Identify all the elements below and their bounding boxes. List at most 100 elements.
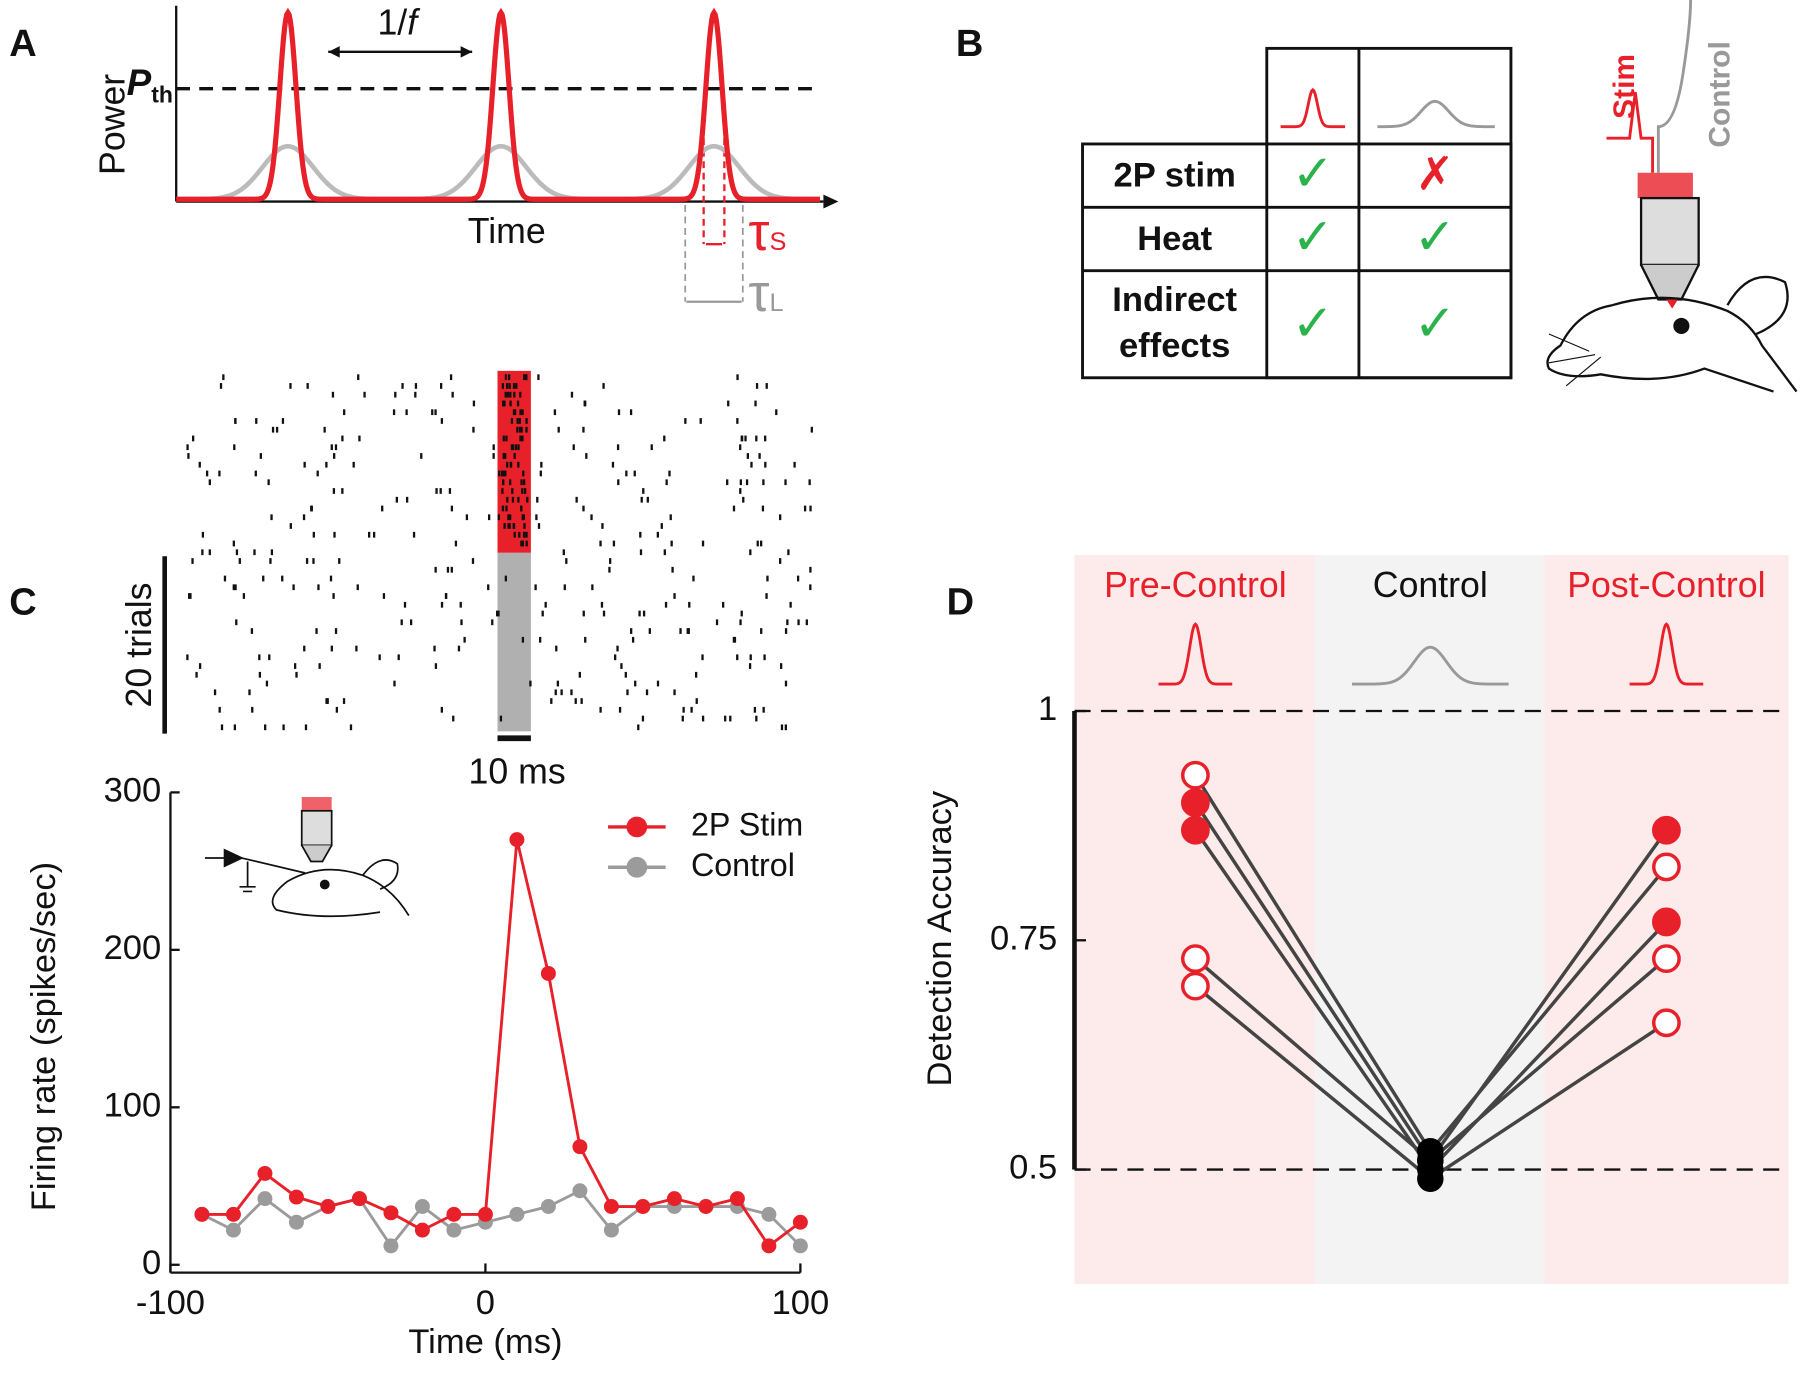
data-point	[509, 1206, 525, 1222]
mouse-head	[271, 868, 410, 918]
y-tick-label: 0.5	[1009, 1149, 1057, 1187]
y-tick-label: 0	[142, 1244, 161, 1282]
check: ✓	[1414, 294, 1456, 351]
data-point	[729, 1191, 745, 1207]
data-point	[540, 1199, 556, 1214]
data-point	[761, 1238, 777, 1254]
recording-illustration	[204, 796, 410, 918]
panel-label: D	[947, 582, 974, 624]
y-tick-label: 1	[1038, 690, 1057, 728]
mouse-eye	[1673, 317, 1690, 334]
y-tick-label: 0.75	[990, 919, 1057, 957]
data-point	[194, 1206, 210, 1222]
pulse-icon	[1377, 99, 1495, 129]
narrow-pulse-train	[176, 7, 820, 202]
objective	[300, 809, 333, 847]
electrode-wire	[239, 857, 306, 893]
x-tick-label: 100	[772, 1284, 830, 1322]
panel-label: C	[9, 582, 36, 624]
category-band	[1074, 555, 1316, 1285]
data-point	[792, 1214, 808, 1230]
mouse-ear	[362, 859, 399, 890]
data-point	[257, 1165, 273, 1181]
y-label: Detection Accuracy	[921, 790, 959, 1086]
data-point	[1180, 760, 1210, 790]
data-point	[477, 1206, 493, 1222]
objective-tip	[1640, 264, 1700, 301]
check: ✓	[1292, 145, 1334, 202]
panel-label: B	[956, 23, 983, 65]
electrode	[204, 848, 244, 868]
data-point	[414, 1199, 430, 1214]
laser	[301, 796, 332, 811]
data-point	[288, 1189, 304, 1205]
data-point	[666, 1191, 682, 1207]
data-point	[225, 1206, 241, 1222]
data-point	[509, 832, 525, 848]
tau-l-label: τL	[749, 264, 784, 323]
tau-s-label: τS	[749, 203, 787, 262]
threshold-subscript: th	[151, 82, 173, 108]
control-trace	[1656, 0, 1693, 173]
legend-label: 2P Stim	[691, 806, 803, 842]
stim-trace	[1606, 91, 1655, 173]
detection-chart: Pre-Control Control Post-Control 0.5 0.75 1 De…	[921, 555, 1789, 1285]
legend-marker	[626, 856, 648, 878]
data-point	[351, 1191, 367, 1207]
wide-pulse	[397, 143, 605, 202]
arrow-head	[823, 194, 839, 209]
x-tick-label: 0	[476, 1284, 495, 1322]
data-point	[320, 1199, 336, 1214]
y-label: Firing rate (spikes/sec)	[25, 862, 63, 1211]
data-point	[635, 1199, 651, 1214]
row-label: effects	[1119, 327, 1230, 365]
trials-label: 20 trials	[119, 582, 159, 707]
panel-b-table	[1081, 46, 1513, 380]
y-label: Power	[93, 74, 133, 175]
data-point	[1180, 815, 1210, 845]
legend-label: Control	[691, 847, 795, 883]
row-label: Indirect	[1112, 281, 1237, 319]
data-point	[1652, 815, 1681, 845]
row-label: Heat	[1137, 220, 1212, 258]
wide-pulse	[184, 143, 392, 202]
data-point	[1652, 907, 1681, 937]
objective-tip	[300, 844, 333, 863]
check: ✓	[1292, 208, 1334, 265]
microscope-illustration	[1546, 0, 1798, 393]
data-point	[603, 1199, 619, 1214]
y-tick-label: 300	[104, 772, 162, 810]
pulse-icon	[1158, 622, 1233, 686]
data-point	[257, 1191, 273, 1207]
x-label: Time	[468, 211, 546, 251]
data-point	[288, 1214, 304, 1230]
data-point	[446, 1222, 462, 1238]
panel-b-text: 2P stim Heat Indirect effects ✓ ✗ ✓ ✓ ✓ …	[1112, 41, 1736, 365]
data-point	[572, 1183, 588, 1199]
x-label: Time (ms)	[408, 1323, 562, 1361]
tau-subscript: S	[769, 228, 786, 256]
cross: ✗	[1416, 148, 1455, 200]
mouse-eye	[319, 879, 330, 890]
laser	[1637, 172, 1693, 199]
check: ✓	[1414, 208, 1456, 265]
data-point	[1417, 1165, 1444, 1192]
data-point	[1180, 788, 1210, 818]
panel-a: Power Time Pth 1/f τS τL	[93, 3, 839, 323]
category-label: Post-Control	[1567, 565, 1765, 605]
pulse-icon	[1280, 87, 1346, 129]
tau-subscript: L	[769, 289, 783, 317]
mouse-ear	[1726, 275, 1789, 336]
control-window	[497, 552, 531, 732]
data-point	[383, 1205, 399, 1221]
data-point	[446, 1206, 462, 1222]
panel-label: A	[9, 23, 36, 65]
raster: 20 trials 10 ms	[119, 370, 813, 791]
row-label: 2P stim	[1114, 156, 1236, 194]
legend-marker	[626, 816, 648, 838]
whiskers	[1548, 333, 1602, 387]
threshold-symbol: P	[127, 62, 152, 103]
data-point	[1652, 1008, 1681, 1038]
data-point	[792, 1238, 808, 1254]
